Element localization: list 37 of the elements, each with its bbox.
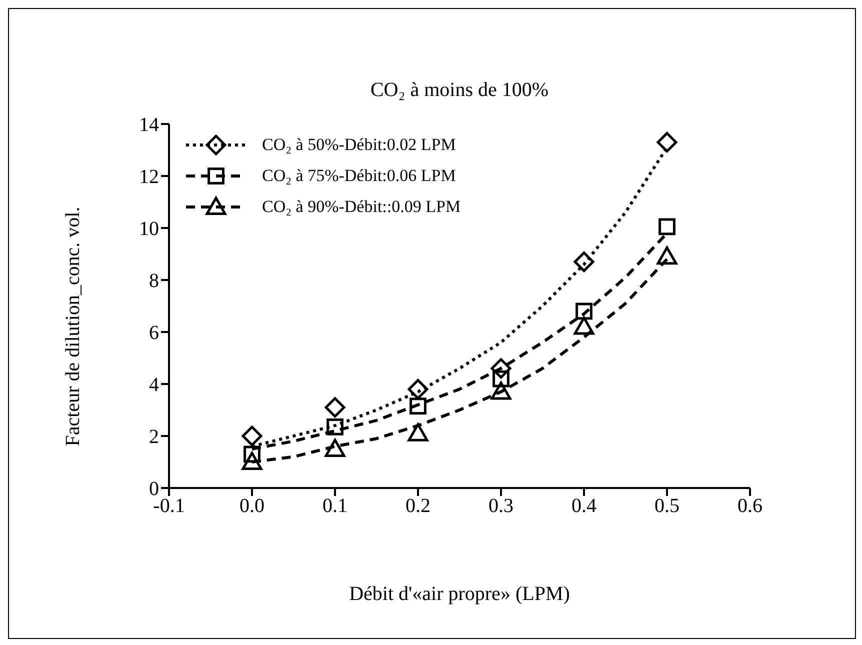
legend-label: CO₂ à 90%-Débit::0.09 LPM	[262, 196, 461, 216]
point	[656, 246, 678, 265]
y-tick-label: 6	[149, 322, 159, 344]
x-tick-label: 0.1	[322, 495, 348, 518]
y-tick-label: 12	[139, 166, 159, 188]
x-tick-label: 0.5	[654, 495, 680, 518]
legend-label: CO₂ à 50%-Débit:0.02 LPM	[262, 134, 456, 154]
point	[490, 358, 512, 379]
point	[326, 418, 344, 436]
point	[574, 252, 594, 272]
point	[490, 382, 512, 400]
x-tick-label: 0.0	[240, 495, 264, 518]
point	[408, 378, 428, 400]
y-tick-label: 2	[149, 426, 159, 448]
point	[574, 316, 594, 335]
y-axis-title: Facteur de dilution_conc. vol.	[62, 206, 86, 446]
point	[242, 452, 262, 470]
y-tick-label: 14	[139, 114, 159, 136]
x-tick-label: 0.3	[488, 495, 514, 518]
y-tick-label: 4	[149, 374, 159, 396]
point	[492, 370, 510, 388]
x-tick-label: 0.6	[738, 495, 762, 518]
point	[658, 218, 676, 236]
point	[324, 397, 346, 418]
point	[408, 423, 428, 442]
point	[242, 426, 262, 446]
chart-title: CO₂ à moins de 100%	[369, 79, 550, 102]
point	[576, 302, 592, 320]
point	[656, 132, 678, 152]
y-tick-label: 8	[149, 270, 159, 292]
point	[410, 398, 426, 415]
x-tick-label: 0.2	[406, 495, 430, 518]
legend-label: CO₂ à 75%-Débit:0.06 LPM	[262, 166, 456, 186]
point	[324, 438, 346, 457]
y-tick-label: 10	[139, 218, 159, 240]
x-tick-label: 0.4	[572, 495, 596, 518]
x-axis-title: Débit d'«air propre» (LPM)	[348, 583, 571, 606]
